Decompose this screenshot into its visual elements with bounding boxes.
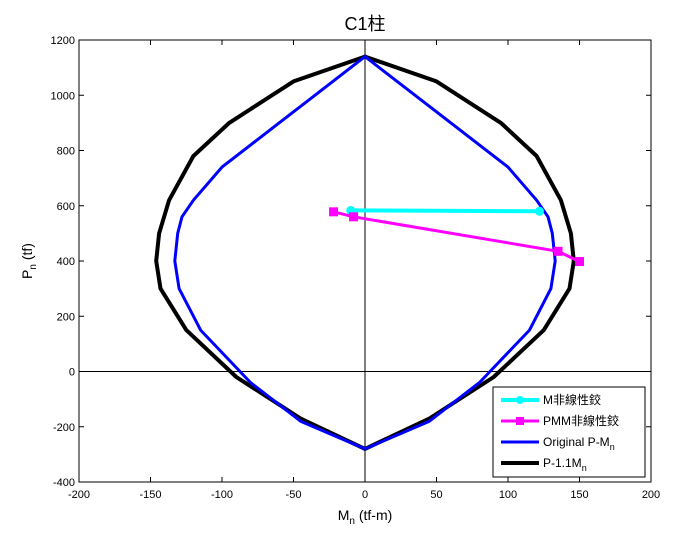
x-axis-label: Mn (tf-m) bbox=[338, 507, 393, 527]
zero-lines bbox=[79, 40, 651, 482]
plot-frame bbox=[78, 39, 652, 483]
x-tick-label: -200 bbox=[68, 489, 90, 501]
series-marker-1 bbox=[349, 212, 359, 222]
x-tick-label: 0 bbox=[362, 489, 368, 501]
y-axis-label: Pn (tf) bbox=[19, 243, 39, 279]
series-marker-1 bbox=[553, 246, 563, 256]
x-tick-label: 100 bbox=[499, 489, 517, 501]
series-line-0 bbox=[348, 208, 542, 214]
x-tick-label: -100 bbox=[211, 489, 233, 501]
y-tick-label: 0 bbox=[69, 367, 75, 379]
y-tick-label: -400 bbox=[53, 477, 75, 489]
legend-marker-1 bbox=[516, 417, 524, 425]
legend-marker-0 bbox=[516, 396, 524, 404]
series-line-1 bbox=[332, 210, 581, 264]
legend: M非線性鉸 PMM非線性鉸 Original P-Mn P-1.1Mn bbox=[492, 386, 646, 478]
axis-ticks: -200 -150 -100 -50 0 50 100 150 200-400-20002004… bbox=[51, 35, 661, 501]
y-tick-label: 1000 bbox=[51, 90, 75, 102]
series-marker-1 bbox=[329, 207, 339, 217]
y-tick-label: 1200 bbox=[51, 35, 75, 47]
chart-title: C1柱 bbox=[344, 14, 385, 34]
y-tick-label: 800 bbox=[57, 146, 75, 158]
x-tick-label: -50 bbox=[286, 489, 302, 501]
legend-label-0: M非線性鉸 bbox=[543, 392, 601, 407]
x-tick-label: -150 bbox=[139, 489, 161, 501]
x-tick-label: 50 bbox=[430, 489, 442, 501]
series-marker-1 bbox=[575, 257, 584, 267]
legend-label-1: PMM非線性鉸 bbox=[543, 413, 619, 428]
x-tick-label: 200 bbox=[642, 489, 660, 501]
y-tick-label: -200 bbox=[53, 422, 75, 434]
y-tick-label: 600 bbox=[57, 201, 75, 213]
y-tick-label: 400 bbox=[57, 256, 75, 268]
series-line-2 bbox=[173, 55, 557, 451]
series-lines bbox=[154, 54, 584, 451]
legend-label-3: P-1.1Mn bbox=[543, 456, 587, 473]
series-marker-0 bbox=[534, 206, 544, 216]
legend-label-2: Original P-Mn bbox=[543, 435, 615, 452]
y-tick-label: 200 bbox=[57, 311, 75, 323]
x-tick-label: 150 bbox=[570, 489, 588, 501]
